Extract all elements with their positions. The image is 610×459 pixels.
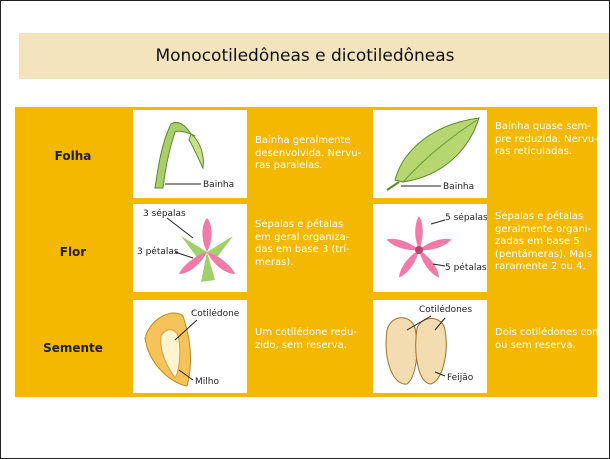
image-label: Cotilédone [191, 308, 240, 319]
text-line: geralmente organi- [495, 223, 592, 235]
text-line: pre reduzida. Nervu- [495, 133, 598, 145]
row-label: Flor [59, 245, 87, 259]
text-line: zadas em base 5 [495, 236, 580, 247]
text-line: em geral organiza- [255, 231, 350, 243]
text-line: ras reticuladas. [495, 146, 572, 157]
image-label: Cotilédones [419, 304, 472, 315]
description: Sépalas e pétalas geralmente organi- zad… [495, 211, 607, 274]
image-label: 5 sépalas [445, 212, 487, 223]
text-line: zido, sem reserva. [255, 339, 347, 351]
text-line: Bainha quase sem- [495, 121, 591, 132]
image-label: Feijão [447, 373, 474, 383]
flower-dico: 5 sépalas 5 pétalas [386, 212, 488, 278]
text-line: Sépalas e pétalas [495, 211, 584, 222]
image-label: Bainha [203, 180, 234, 190]
title-band [19, 33, 609, 79]
text-line: desenvolvida. Nervu- [255, 147, 362, 159]
leaf-mono: Bainha [154, 121, 234, 190]
flower-mono: 3 sépalas 3 pétalas [137, 208, 235, 282]
text-line: Bainha geralmente [255, 135, 351, 146]
text-line: Um cotilédone redu- [255, 327, 357, 338]
row-label: Folha [54, 149, 92, 163]
seed-dico: Cotilédones Feijão [385, 304, 474, 385]
text-line: meras). [255, 256, 294, 268]
description: Bainha geralmente desenvolvida. Nervu- r… [255, 135, 367, 173]
leaf-dico: Bainha [386, 117, 480, 192]
table: Folha Bainha Bainha geralmente desenvolv… [15, 107, 602, 397]
illustration: Bainha [373, 110, 487, 198]
description: Um cotilédone redu- zido, sem reserva. [255, 327, 367, 352]
seed-mono: Cotilédone Milho [144, 308, 240, 387]
illustration: 5 sépalas 5 pétalas [373, 204, 488, 292]
text-line: raramente 2 ou 4. [495, 261, 586, 272]
image-label: Bainha [443, 182, 474, 192]
row-label: Semente [43, 341, 103, 355]
title: Monocotiledôneas e dicotiledôneas [155, 46, 455, 66]
text-line: Sépalas e pétalas [255, 219, 344, 230]
image-label: 3 pétalas [137, 246, 179, 257]
text-line: ou sem reserva. [495, 339, 576, 351]
description: Dois cotilédones com ou sem reserva. [495, 327, 607, 352]
text-line: das em base 3 (trí- [255, 244, 350, 255]
image-label: Milho [195, 377, 219, 387]
image-label: 5 pétalas [445, 262, 487, 273]
illustration: Cotilédone Milho [133, 300, 247, 393]
description: Bainha quase sem- pre reduzida. Nervu- r… [495, 121, 607, 159]
illustration: 3 sépalas 3 pétalas [133, 204, 247, 292]
text-line: Dois cotilédones com [495, 327, 602, 338]
text-line: (pentâmeras). Mais [495, 248, 593, 260]
image-label: 3 sépalas [143, 208, 186, 219]
text-line: ras paralelas. [255, 160, 323, 171]
illustration: Cotilédones Feijão [373, 300, 487, 393]
description: Sépalas e pétalas em geral organiza- das… [255, 219, 367, 269]
illustration: Bainha [133, 110, 247, 198]
